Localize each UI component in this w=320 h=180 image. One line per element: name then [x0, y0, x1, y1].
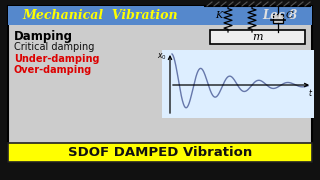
- Text: $x_0$: $x_0$: [157, 52, 167, 62]
- Text: Critical damping: Critical damping: [14, 42, 94, 52]
- Bar: [8, 6, 312, 162]
- Text: Damping: Damping: [14, 30, 73, 43]
- Bar: [8, 6, 312, 162]
- Bar: [162, 50, 314, 118]
- Text: $t$: $t$: [308, 87, 313, 98]
- Text: Lec 8: Lec 8: [262, 9, 297, 22]
- Bar: [210, 30, 305, 44]
- Text: K: K: [215, 12, 222, 21]
- Bar: [8, 6, 312, 25]
- Bar: [273, 14, 283, 23]
- Text: SDOF DAMPED Vibration: SDOF DAMPED Vibration: [68, 147, 252, 159]
- Text: Over-damping: Over-damping: [14, 65, 92, 75]
- Bar: [8, 143, 312, 162]
- Text: m: m: [252, 32, 262, 42]
- Text: Mechanical  Vibration: Mechanical Vibration: [22, 9, 178, 22]
- Text: C: C: [286, 12, 293, 21]
- Text: Under-damping: Under-damping: [14, 54, 100, 64]
